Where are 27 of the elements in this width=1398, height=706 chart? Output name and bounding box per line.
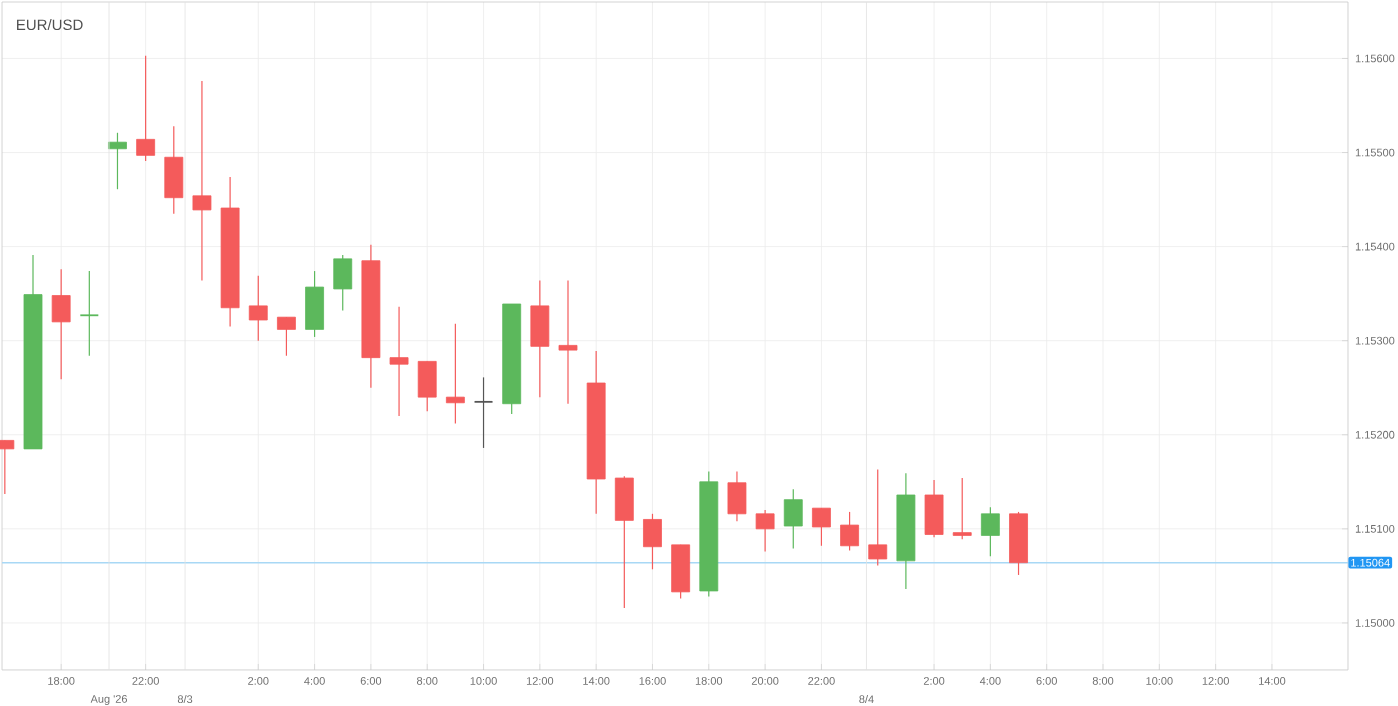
candlestick bbox=[51, 268, 71, 380]
candlestick bbox=[924, 479, 944, 538]
candlestick bbox=[755, 509, 775, 553]
candlestick bbox=[840, 511, 859, 552]
candlestick bbox=[389, 306, 409, 417]
candlestick bbox=[868, 468, 888, 567]
candlestick bbox=[614, 475, 634, 609]
candlestick bbox=[952, 477, 972, 540]
candlestick bbox=[333, 254, 353, 312]
candlestick bbox=[277, 316, 296, 357]
candlestick bbox=[671, 544, 691, 600]
candlestick bbox=[643, 513, 662, 570]
candlestick bbox=[980, 506, 1000, 557]
candlestick bbox=[558, 279, 578, 405]
candlestick bbox=[783, 488, 803, 550]
candlestick bbox=[727, 470, 747, 522]
candlestick bbox=[248, 275, 268, 342]
candlestick bbox=[473, 376, 494, 449]
candlestick bbox=[79, 270, 100, 357]
candlestick bbox=[812, 507, 831, 547]
candlestick bbox=[417, 360, 437, 412]
candlestick bbox=[136, 55, 156, 162]
candlestick bbox=[445, 323, 465, 425]
candlestick bbox=[530, 279, 550, 398]
candlestick bbox=[192, 80, 212, 282]
candlestick bbox=[164, 125, 184, 215]
candlestick bbox=[305, 270, 324, 338]
